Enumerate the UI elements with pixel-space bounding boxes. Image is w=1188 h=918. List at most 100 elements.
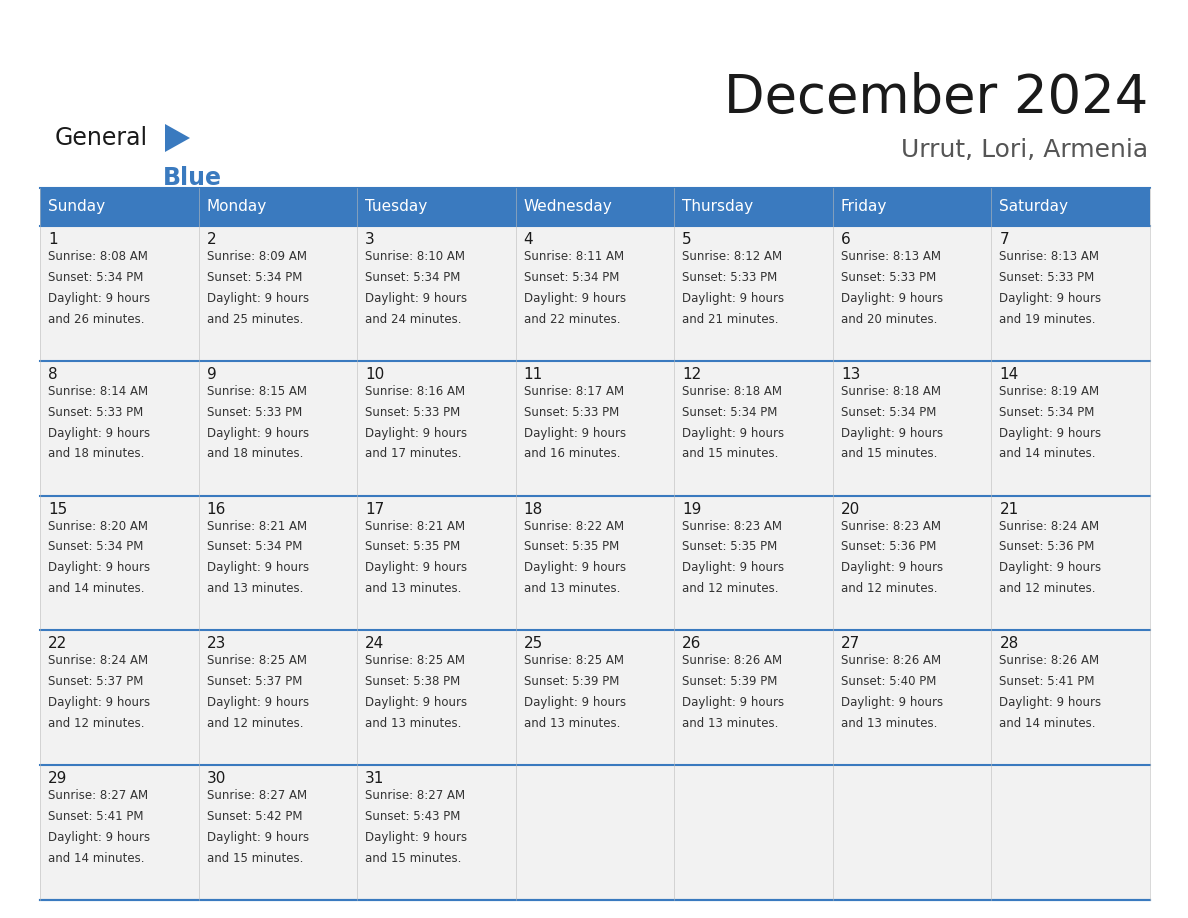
- Text: 5: 5: [682, 232, 691, 247]
- Text: and 26 minutes.: and 26 minutes.: [48, 313, 145, 326]
- Text: Sunset: 5:34 PM: Sunset: 5:34 PM: [524, 271, 619, 284]
- Text: Sunset: 5:36 PM: Sunset: 5:36 PM: [999, 541, 1095, 554]
- Text: Sunset: 5:36 PM: Sunset: 5:36 PM: [841, 541, 936, 554]
- Text: Sunset: 5:40 PM: Sunset: 5:40 PM: [841, 676, 936, 688]
- Text: Sunrise: 8:25 AM: Sunrise: 8:25 AM: [207, 655, 307, 667]
- Text: and 14 minutes.: and 14 minutes.: [48, 852, 145, 865]
- Bar: [358, 631, 516, 766]
- Text: 22: 22: [48, 636, 68, 652]
- Bar: [198, 361, 358, 496]
- Text: Daylight: 9 hours: Daylight: 9 hours: [48, 292, 150, 305]
- Bar: [675, 631, 833, 766]
- Text: and 19 minutes.: and 19 minutes.: [999, 313, 1095, 326]
- Bar: [516, 631, 675, 766]
- Bar: [833, 188, 992, 226]
- Text: Sunset: 5:34 PM: Sunset: 5:34 PM: [48, 271, 144, 284]
- Text: and 18 minutes.: and 18 minutes.: [207, 447, 303, 461]
- Text: Sunrise: 8:22 AM: Sunrise: 8:22 AM: [524, 520, 624, 532]
- Text: Sunrise: 8:23 AM: Sunrise: 8:23 AM: [841, 520, 941, 532]
- Text: Saturday: Saturday: [999, 199, 1068, 215]
- Text: Daylight: 9 hours: Daylight: 9 hours: [207, 292, 309, 305]
- Text: Sunrise: 8:15 AM: Sunrise: 8:15 AM: [207, 385, 307, 397]
- Text: 24: 24: [365, 636, 385, 652]
- Text: Daylight: 9 hours: Daylight: 9 hours: [524, 696, 626, 710]
- Text: 20: 20: [841, 501, 860, 517]
- Text: 9: 9: [207, 367, 216, 382]
- Text: 28: 28: [999, 636, 1018, 652]
- Text: Daylight: 9 hours: Daylight: 9 hours: [365, 696, 467, 710]
- Bar: [516, 766, 675, 900]
- Text: Sunrise: 8:25 AM: Sunrise: 8:25 AM: [365, 655, 466, 667]
- Text: Thursday: Thursday: [682, 199, 753, 215]
- Text: Sunset: 5:43 PM: Sunset: 5:43 PM: [365, 810, 461, 823]
- Polygon shape: [165, 124, 190, 152]
- Text: Sunset: 5:34 PM: Sunset: 5:34 PM: [999, 406, 1095, 419]
- Text: Daylight: 9 hours: Daylight: 9 hours: [999, 696, 1101, 710]
- Text: Sunrise: 8:21 AM: Sunrise: 8:21 AM: [207, 520, 307, 532]
- Text: Daylight: 9 hours: Daylight: 9 hours: [682, 696, 784, 710]
- Text: 3: 3: [365, 232, 375, 247]
- Text: 17: 17: [365, 501, 385, 517]
- Text: and 13 minutes.: and 13 minutes.: [524, 717, 620, 730]
- Text: Sunrise: 8:27 AM: Sunrise: 8:27 AM: [48, 789, 148, 802]
- Text: Sunrise: 8:10 AM: Sunrise: 8:10 AM: [365, 250, 466, 263]
- Text: Daylight: 9 hours: Daylight: 9 hours: [524, 427, 626, 440]
- Bar: [40, 631, 198, 766]
- Text: Daylight: 9 hours: Daylight: 9 hours: [48, 562, 150, 575]
- Text: Sunrise: 8:20 AM: Sunrise: 8:20 AM: [48, 520, 148, 532]
- Text: 30: 30: [207, 771, 226, 786]
- Text: and 13 minutes.: and 13 minutes.: [841, 717, 937, 730]
- Text: Daylight: 9 hours: Daylight: 9 hours: [48, 427, 150, 440]
- Bar: [516, 226, 675, 361]
- Text: Sunset: 5:33 PM: Sunset: 5:33 PM: [365, 406, 461, 419]
- Text: Daylight: 9 hours: Daylight: 9 hours: [999, 292, 1101, 305]
- Text: and 15 minutes.: and 15 minutes.: [682, 447, 778, 461]
- Text: Sunset: 5:37 PM: Sunset: 5:37 PM: [207, 676, 302, 688]
- Bar: [358, 766, 516, 900]
- Text: 11: 11: [524, 367, 543, 382]
- Bar: [358, 188, 516, 226]
- Text: 2: 2: [207, 232, 216, 247]
- Text: and 18 minutes.: and 18 minutes.: [48, 447, 145, 461]
- Text: Sunrise: 8:09 AM: Sunrise: 8:09 AM: [207, 250, 307, 263]
- Bar: [675, 766, 833, 900]
- Text: Sunset: 5:42 PM: Sunset: 5:42 PM: [207, 810, 302, 823]
- Text: Sunset: 5:39 PM: Sunset: 5:39 PM: [524, 676, 619, 688]
- Bar: [40, 361, 198, 496]
- Text: and 13 minutes.: and 13 minutes.: [207, 582, 303, 595]
- Text: 10: 10: [365, 367, 385, 382]
- Text: Sunset: 5:34 PM: Sunset: 5:34 PM: [48, 541, 144, 554]
- Text: Urrut, Lori, Armenia: Urrut, Lori, Armenia: [901, 138, 1148, 162]
- Text: and 14 minutes.: and 14 minutes.: [48, 582, 145, 595]
- Bar: [198, 226, 358, 361]
- Text: Sunrise: 8:26 AM: Sunrise: 8:26 AM: [999, 655, 1100, 667]
- Text: Daylight: 9 hours: Daylight: 9 hours: [48, 696, 150, 710]
- Bar: [992, 361, 1150, 496]
- Bar: [992, 496, 1150, 631]
- Text: Sunset: 5:33 PM: Sunset: 5:33 PM: [682, 271, 777, 284]
- Text: Sunset: 5:34 PM: Sunset: 5:34 PM: [207, 541, 302, 554]
- Bar: [40, 766, 198, 900]
- Text: Sunrise: 8:26 AM: Sunrise: 8:26 AM: [682, 655, 783, 667]
- Bar: [675, 188, 833, 226]
- Text: Sunrise: 8:27 AM: Sunrise: 8:27 AM: [365, 789, 466, 802]
- Text: 4: 4: [524, 232, 533, 247]
- Text: Daylight: 9 hours: Daylight: 9 hours: [841, 696, 943, 710]
- Text: 25: 25: [524, 636, 543, 652]
- Text: Tuesday: Tuesday: [365, 199, 428, 215]
- Text: and 14 minutes.: and 14 minutes.: [999, 717, 1095, 730]
- Bar: [198, 766, 358, 900]
- Bar: [833, 226, 992, 361]
- Text: Sunrise: 8:24 AM: Sunrise: 8:24 AM: [999, 520, 1100, 532]
- Text: Sunset: 5:33 PM: Sunset: 5:33 PM: [207, 406, 302, 419]
- Bar: [198, 188, 358, 226]
- Text: Sunrise: 8:21 AM: Sunrise: 8:21 AM: [365, 520, 466, 532]
- Text: 23: 23: [207, 636, 226, 652]
- Text: Daylight: 9 hours: Daylight: 9 hours: [524, 562, 626, 575]
- Text: and 12 minutes.: and 12 minutes.: [999, 582, 1095, 595]
- Text: 16: 16: [207, 501, 226, 517]
- Bar: [675, 496, 833, 631]
- Text: and 17 minutes.: and 17 minutes.: [365, 447, 462, 461]
- Text: Sunset: 5:41 PM: Sunset: 5:41 PM: [48, 810, 144, 823]
- Text: Sunset: 5:39 PM: Sunset: 5:39 PM: [682, 676, 778, 688]
